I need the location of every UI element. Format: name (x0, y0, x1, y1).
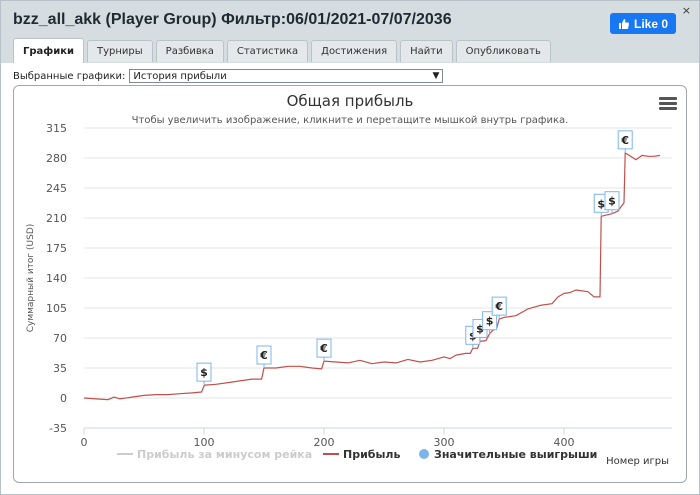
flag-symbol: $ (476, 322, 484, 335)
tab-4[interactable]: Достижения (311, 40, 398, 62)
like-label: Like 0 (633, 16, 669, 31)
y-tick-label: 315 (46, 122, 67, 135)
x-tick-label: 100 (194, 436, 215, 449)
tab-bar: Графики Турниры Разбивка Статистика Достижен… (13, 38, 551, 63)
chart-panel[interactable]: Общая прибыль Чтобы увеличить изображение… (13, 85, 687, 483)
y-tick-label: 35 (53, 362, 67, 375)
tab-0[interactable]: Графики (13, 38, 85, 63)
flag-symbol: € (259, 349, 268, 362)
y-tick-label: 245 (46, 182, 67, 195)
big-win-flag (491, 296, 507, 316)
x-tick-label: 0 (81, 436, 88, 449)
facebook-like-button[interactable]: Like 0 (610, 13, 676, 34)
flag-symbol: $ (486, 315, 494, 328)
x-tick-label: 400 (554, 436, 575, 449)
y-tick-label: 105 (46, 302, 67, 315)
y-tick-label: 70 (53, 332, 67, 345)
y-axis-label: Суммарный итог (USD) (26, 224, 36, 333)
flag-symbol: € (319, 342, 328, 355)
y-tick-label: -35 (49, 422, 67, 435)
y-tick-label: 0 (60, 392, 67, 405)
big-win-flag (316, 338, 332, 358)
tab-6[interactable]: Опубликовать (455, 40, 551, 62)
flag-symbol: $ (200, 366, 208, 379)
tab-2[interactable]: Разбивка (155, 40, 224, 62)
legend-item-profit: Прибыль (343, 448, 400, 461)
tab-5[interactable]: Найти (400, 40, 453, 62)
big-win-flag (482, 311, 498, 331)
thumbs-up-icon (618, 18, 629, 29)
profit-chart[interactable]: Общая прибыль Чтобы увеличить изображение… (14, 86, 686, 482)
chart-title: Общая прибыль (287, 92, 414, 110)
hamburger-menu-icon[interactable] (659, 97, 677, 111)
tab-3[interactable]: Статистика (226, 40, 309, 62)
y-tick-label: 280 (46, 152, 67, 165)
x-axis-label: Номер игры (606, 456, 669, 467)
y-tick-label: 140 (46, 272, 67, 285)
profit-series-line (83, 152, 661, 401)
big-win-flag (604, 191, 620, 211)
x-tick-label: 200 (314, 436, 335, 449)
big-win-flag (617, 130, 633, 150)
flag-symbol: € (494, 300, 503, 313)
y-tick-label: 175 (46, 242, 67, 255)
chart-selector-value: История прибыли (133, 70, 227, 82)
chevron-down-icon: ▼ (432, 71, 440, 81)
window-title: bzz_all_akk (Player Group) Фильтр:06/01/… (13, 11, 452, 28)
flag-symbol: $ (597, 197, 605, 210)
close-icon[interactable]: × (681, 4, 691, 17)
chart-selector-row: Выбранные графики: История прибыли ▼ (13, 69, 444, 83)
legend-item-rake: Прибыль за минусом рейка (137, 448, 312, 461)
chart-selector-dropdown[interactable]: История прибыли ▼ (129, 69, 444, 83)
y-tick-label: 210 (46, 212, 67, 225)
flag-symbol: $ (608, 195, 616, 208)
window-header: bzz_all_akk (Player Group) Фильтр:06/01/… (1, 1, 699, 63)
x-tick-label: 300 (434, 436, 455, 449)
big-win-flag (256, 345, 272, 365)
legend-item-big-wins: Значительные выигрыши (434, 448, 597, 461)
chart-selector-label: Выбранные графики: (13, 70, 126, 82)
flag-symbol: € (620, 134, 629, 147)
tab-1[interactable]: Турниры (87, 40, 153, 62)
big-win-flag (196, 362, 212, 382)
chart-subtitle: Чтобы увеличить изображение, кликните и … (132, 115, 569, 126)
legend-symbol-big-wins (419, 449, 429, 459)
